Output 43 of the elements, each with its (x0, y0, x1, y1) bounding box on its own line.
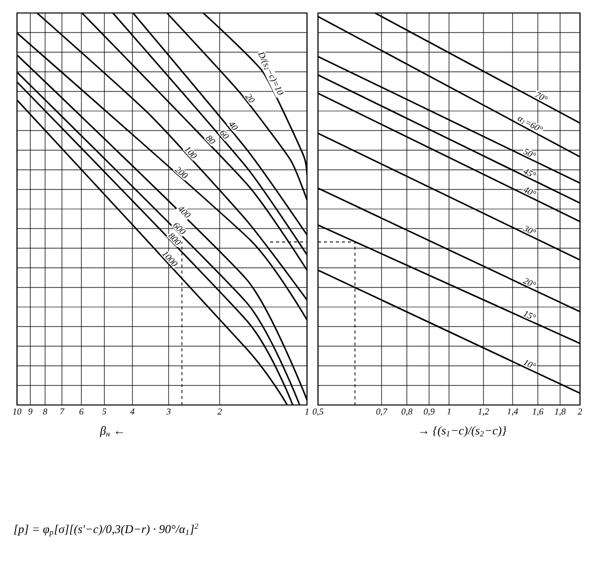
text: 15° (522, 311, 536, 318)
x-tick-label: 1 (447, 408, 450, 414)
x-tick-label: 10 (12, 408, 22, 415)
text: 800 (168, 233, 181, 245)
text: 40 (229, 123, 238, 130)
text: 1000 (162, 252, 178, 266)
text: [p] = φ$_{р}$[σ][(s′−c)/0,3(D−r) · 90°/α$_{1}$]$^{2}$ (14, 523, 198, 537)
text: 600 (173, 223, 186, 234)
text: 45° (523, 169, 536, 176)
text: 20 (245, 94, 255, 102)
x-tick-label: 7 (60, 408, 64, 414)
text: 20° (522, 278, 536, 286)
text: 200 (174, 166, 188, 178)
x-tick-label: 1 (305, 408, 308, 414)
x-tick-label: 2 (217, 408, 222, 414)
text: 70° (534, 92, 548, 100)
x-tick-label: 1,4 (507, 408, 518, 416)
x-tick-label: 4 (130, 408, 134, 414)
text: 100 (184, 147, 197, 158)
text: D/(s$_{2}$−c)=10 (258, 52, 284, 95)
text: 80 (206, 136, 216, 144)
x-tick-label: 1,2 (478, 408, 489, 416)
x-tick-label: 1,6 (532, 408, 544, 416)
x-tick-label: 0,5 (312, 408, 324, 416)
x-tick-label: 0,8 (402, 408, 412, 416)
text: 40° (523, 188, 536, 195)
x-tick-label: 6 (79, 408, 84, 415)
x-axis-title: β$_{н}$ ← (100, 426, 123, 438)
text: 30° (522, 226, 536, 234)
text: 400 (178, 207, 191, 218)
x-tick-label: 2 (578, 408, 582, 414)
x-axis-title: → {(s$_{1}$−c)/(s$_{2}$−c)} (420, 426, 506, 437)
x-tick-label: 8 (43, 408, 48, 415)
x-tick-label: 9 (28, 408, 32, 415)
text: 10° (522, 360, 536, 368)
text: 60 (220, 130, 229, 138)
x-tick-label: 5 (102, 408, 106, 414)
x-tick-label: 0,9 (424, 408, 435, 416)
text: 50° (522, 148, 536, 156)
x-tick-label: 0,7 (376, 408, 388, 416)
text: α$_{1}$=60° (518, 117, 543, 130)
x-tick-label: 3 (166, 408, 171, 415)
x-tick-label: 1,8 (554, 408, 566, 416)
